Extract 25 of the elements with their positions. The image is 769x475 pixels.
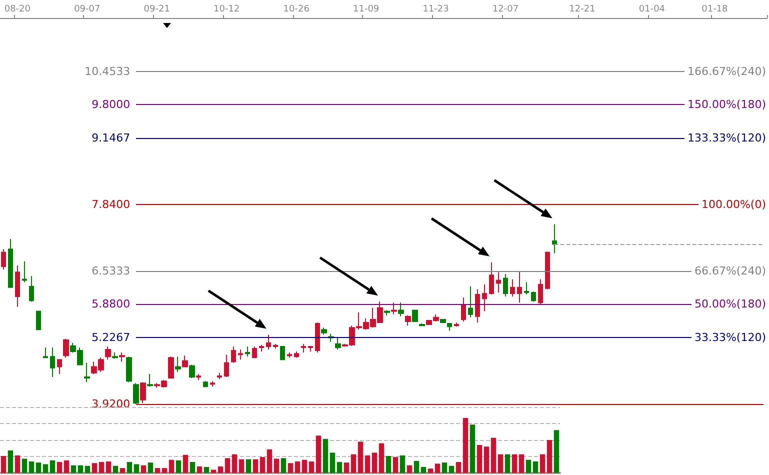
y-tick-label: 5.2267	[92, 330, 130, 344]
x-tick-label: 01-04	[638, 4, 666, 14]
annotation: 33.33%(120)	[694, 330, 766, 344]
x-tick-label: 09-21	[144, 4, 170, 14]
annotation: 50.00%(180)	[694, 298, 766, 311]
x-tick-label: 08-20	[4, 4, 31, 14]
annotation: 100.00%(0)	[701, 198, 766, 211]
x-tick-label: 11-09	[352, 4, 380, 14]
x-tick-label: 12-21	[569, 4, 596, 14]
x-tick-label: 12-07	[492, 4, 519, 14]
x-tick-label: 11-23	[422, 4, 449, 14]
y-tick-label: 9.8000	[92, 98, 130, 112]
annotation: 150.00%(180)	[687, 98, 766, 112]
x-tick-label: 10-26	[283, 4, 310, 14]
y-tick-label: 10.4533	[84, 64, 130, 78]
annotation: 166.67%(240)	[687, 64, 766, 78]
x-tick-label: 01-18	[702, 4, 728, 14]
x-tick-label: 10-12	[214, 4, 240, 14]
y-tick-label: 9.1467	[92, 131, 130, 144]
annotation: 66.67%(240)	[694, 264, 766, 278]
y-tick-label: 7.8400	[92, 198, 130, 211]
annotation: 133.33%(120)	[687, 131, 766, 144]
y-tick-label: 5.8800	[92, 298, 130, 311]
y-tick-label: 6.5333	[92, 264, 130, 278]
x-tick-label: 09-07	[74, 4, 100, 14]
